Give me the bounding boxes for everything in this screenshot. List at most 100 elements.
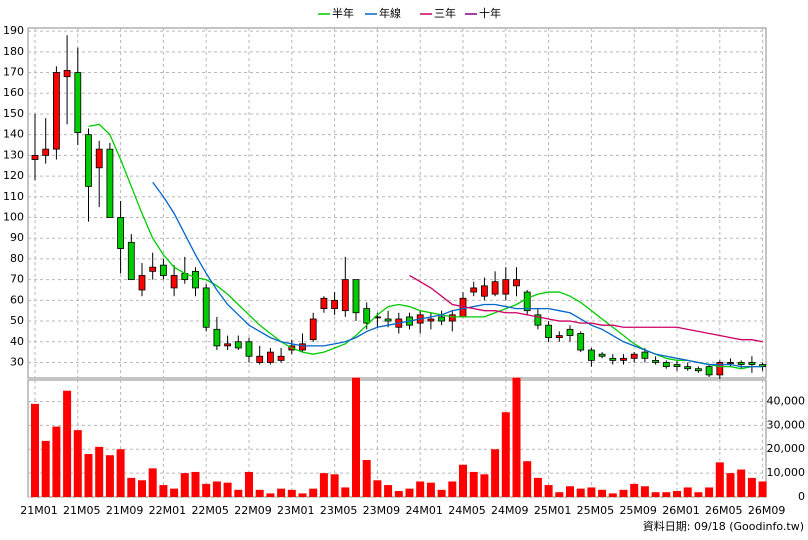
candle-body	[673, 364, 681, 368]
volume-bar	[619, 489, 628, 497]
volume-bar	[662, 492, 671, 497]
x-tick-label: 22M09	[234, 504, 272, 517]
volume-bar	[73, 430, 82, 497]
y-tick-label: 190	[3, 24, 24, 37]
volume-bar	[384, 485, 393, 497]
volume-bar	[127, 477, 136, 497]
candle-body	[748, 362, 756, 365]
candle-body	[138, 275, 146, 291]
volume-bar	[41, 440, 50, 497]
source-note: 資料日期: 09/18 (Goodinfo.tw)	[643, 519, 804, 533]
volume-bar	[266, 493, 275, 497]
candle-body	[170, 275, 178, 289]
volume-bar	[448, 481, 457, 497]
candle-body	[224, 343, 232, 347]
volume-tick-label: 0	[798, 490, 805, 503]
x-tick-label: 24M01	[405, 504, 443, 517]
candle-body	[149, 266, 157, 272]
candle-body	[652, 359, 659, 363]
candle-body	[427, 318, 435, 322]
candle-body	[106, 148, 114, 218]
candle-body	[192, 270, 199, 289]
y-tick-label: 130	[3, 148, 24, 161]
candle-body	[363, 308, 371, 324]
x-tick-label: 21M09	[106, 504, 144, 517]
candle-body	[598, 353, 606, 357]
x-tick-label: 26M01	[662, 504, 700, 517]
candle-body	[716, 362, 724, 376]
volume-bar	[341, 487, 350, 497]
volume-bar	[694, 492, 703, 497]
candle-body	[695, 368, 702, 372]
y-tick-label: 180	[3, 45, 24, 58]
legend-label: 半年	[332, 6, 354, 20]
legend-label: 年線	[379, 6, 401, 20]
volume-bar	[576, 488, 585, 497]
volume-bar	[234, 489, 243, 497]
candle-body	[331, 299, 339, 310]
x-tick-label: 23M01	[277, 504, 315, 517]
candle-body	[684, 366, 692, 370]
candle-body	[727, 362, 734, 364]
y-tick-label: 110	[3, 190, 24, 203]
candle-body	[523, 291, 531, 312]
candle-body	[117, 217, 124, 249]
volume-bar	[566, 486, 574, 497]
x-tick-label: 23M05	[320, 504, 358, 517]
x-tick-label: 25M01	[534, 504, 572, 517]
candle-body	[588, 349, 595, 361]
volume-bar	[544, 485, 553, 497]
candle-body	[42, 148, 50, 156]
y-tick-label: 60	[10, 293, 24, 306]
volume-bar	[105, 455, 114, 497]
volume-tick-label: 30,000	[767, 418, 806, 431]
candle-body	[438, 316, 446, 322]
candle-body	[74, 72, 82, 133]
x-tick-label: 24M09	[491, 504, 529, 517]
candle-body	[63, 70, 71, 78]
x-tick-label: 21M01	[20, 504, 58, 517]
volume-bar	[287, 489, 296, 497]
volume-bar	[747, 477, 756, 497]
candle-body	[245, 341, 253, 357]
volume-bar	[512, 377, 521, 497]
volume-bar	[726, 473, 735, 497]
volume-bar	[598, 489, 607, 497]
y-tick-label: 120	[3, 169, 24, 182]
candle-body	[609, 357, 617, 361]
volume-tick-label: 40,000	[767, 394, 806, 407]
volume-bar	[705, 487, 714, 497]
candle-body	[641, 351, 649, 359]
volume-bar	[416, 481, 425, 497]
volume-bar	[459, 464, 467, 497]
candle-body	[234, 341, 242, 349]
volume-tick-label: 20,000	[767, 442, 806, 455]
y-tick-label: 140	[3, 128, 24, 141]
x-tick-label: 22M05	[191, 504, 229, 517]
candle-body	[577, 333, 585, 351]
candle-body	[277, 355, 285, 361]
y-tick-label: 40	[10, 335, 24, 348]
candle-body	[256, 355, 264, 363]
candle-body	[470, 287, 478, 293]
volume-bar	[298, 493, 307, 497]
candle-body	[266, 351, 274, 363]
x-tick-label: 21M05	[63, 504, 101, 517]
volume-bar	[426, 482, 435, 497]
x-tick-label: 23M09	[363, 504, 401, 517]
volume-bar	[737, 469, 746, 497]
y-tick-label: 50	[10, 314, 24, 327]
volume-bar	[405, 488, 414, 497]
candle-body	[448, 314, 456, 322]
volume-bar	[319, 473, 328, 497]
candle-body	[545, 324, 552, 339]
candle-body	[213, 328, 221, 347]
volume-bar	[170, 488, 179, 497]
volume-bar	[148, 468, 157, 497]
candle-body	[202, 287, 210, 328]
candle-body	[85, 134, 92, 187]
candle-body	[566, 328, 574, 336]
volume-bar	[180, 473, 189, 497]
ma-line	[409, 274, 763, 343]
